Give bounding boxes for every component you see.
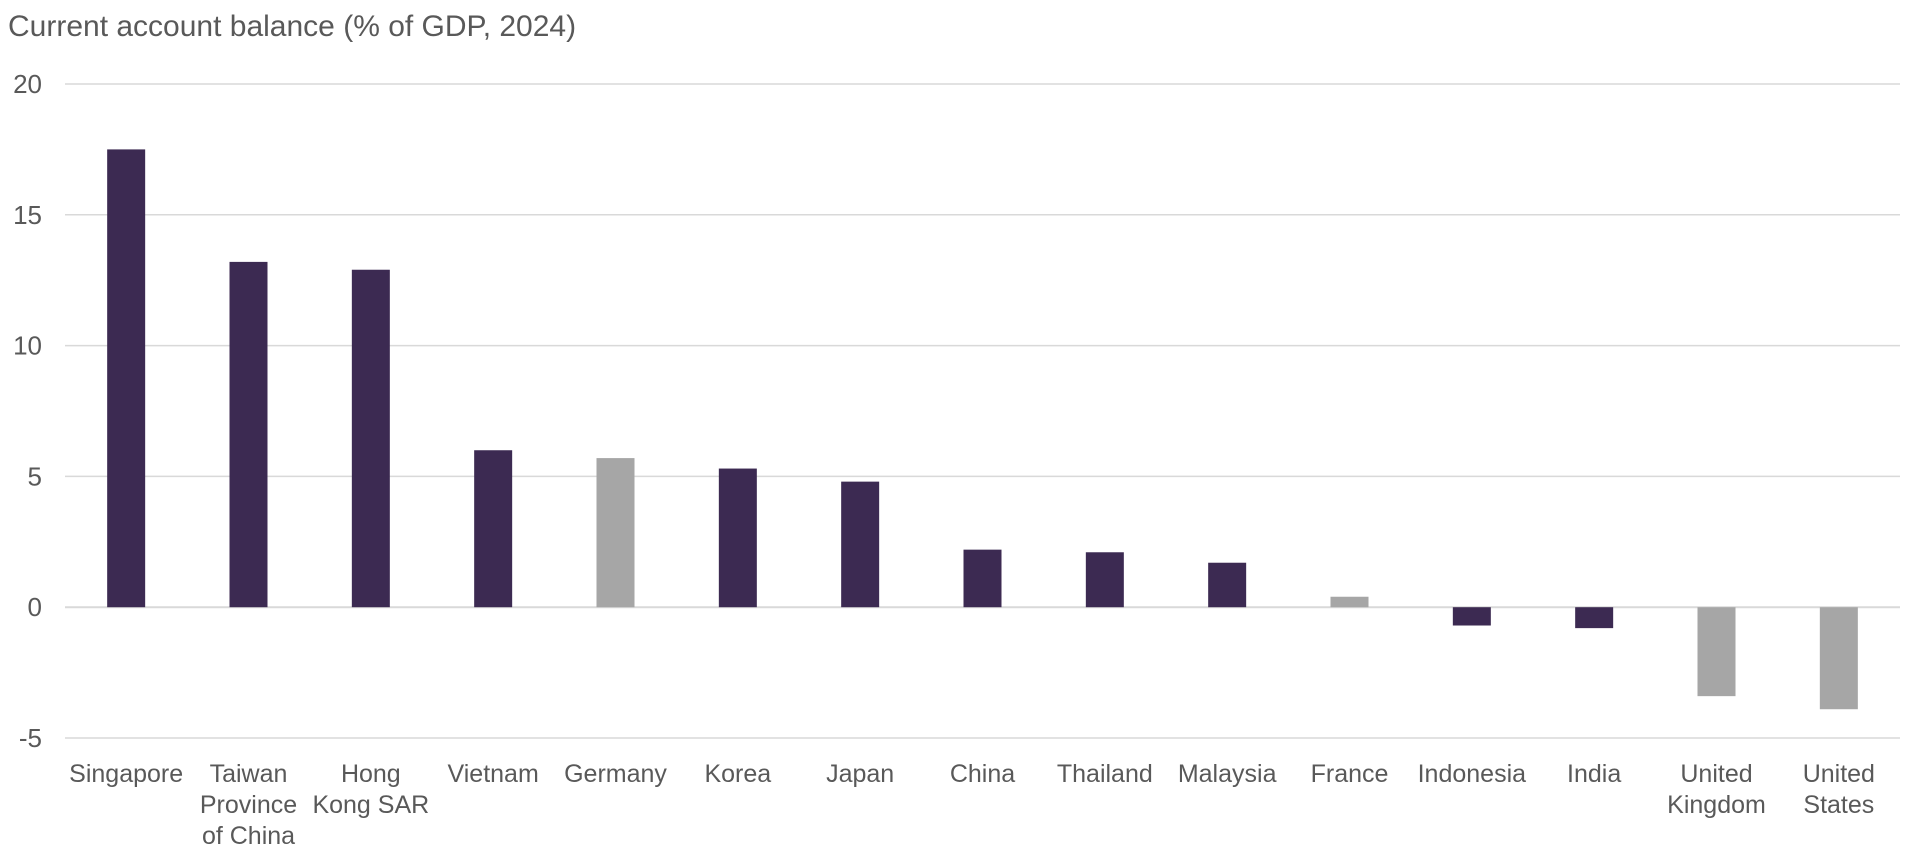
bar-france — [1330, 596, 1369, 608]
bar-hong-kong-sar — [351, 269, 390, 608]
x-tick-label: Germany — [564, 760, 667, 788]
bar-united-kingdom — [1697, 607, 1736, 697]
x-tick-label: Indonesia — [1418, 760, 1527, 788]
gridlines — [65, 83, 1900, 739]
x-tick-label: Japan — [826, 760, 894, 788]
bar-china — [963, 549, 1002, 608]
y-tick-label: 20 — [13, 69, 42, 99]
y-tick-label: 15 — [13, 200, 42, 230]
x-tick-label: India — [1567, 760, 1621, 788]
x-tick-label: Thailand — [1057, 760, 1153, 788]
x-tick-label: Singapore — [69, 760, 183, 788]
x-tick-label: China — [950, 760, 1015, 788]
bar-germany — [596, 458, 635, 608]
bar-indonesia — [1452, 607, 1491, 626]
bar-thailand — [1085, 552, 1124, 608]
y-tick-label: 0 — [28, 592, 42, 622]
y-tick-label: -5 — [19, 723, 42, 753]
x-tick-label: France — [1311, 760, 1389, 788]
bar-taiwan-province-of-china — [229, 261, 268, 608]
x-tick-label: Korea — [704, 760, 771, 788]
chart-title: Current account balance (% of GDP, 2024) — [8, 10, 577, 43]
x-tick-label: United States — [1803, 760, 1875, 819]
x-axis-labels: Singapore Taiwan Province of China Hong Kong … — [69, 760, 1875, 850]
x-tick-label: United Kingdom — [1667, 760, 1766, 819]
y-tick-label: 10 — [13, 331, 42, 361]
x-tick-label: Hong Kong SAR — [312, 760, 429, 819]
bar-india — [1575, 607, 1614, 629]
x-tick-label: Taiwan Province of China — [200, 760, 297, 850]
x-tick-label: Vietnam — [448, 760, 539, 788]
bar-united-states — [1819, 607, 1858, 710]
bar-malaysia — [1208, 562, 1247, 608]
bar-japan — [841, 481, 880, 608]
bar-korea — [718, 468, 757, 608]
x-tick-label: Malaysia — [1178, 760, 1277, 788]
y-axis-ticks: 20 15 10 5 0 -5 — [13, 69, 42, 753]
bar-vietnam — [474, 450, 513, 608]
bar-singapore — [107, 149, 146, 608]
bars — [107, 149, 1858, 710]
y-tick-label: 5 — [28, 461, 42, 491]
